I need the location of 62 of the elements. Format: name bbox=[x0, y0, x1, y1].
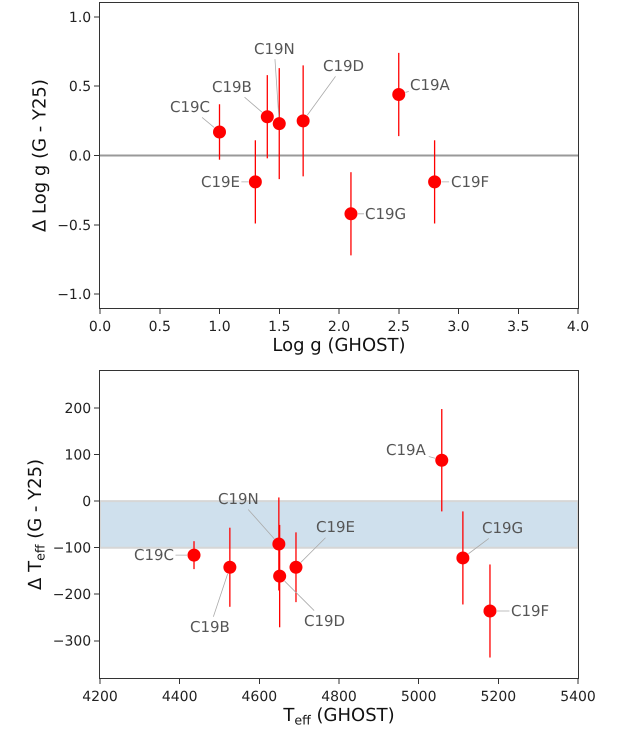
point bbox=[272, 537, 286, 550]
annotation: C19C bbox=[134, 546, 174, 564]
y-tick-label: −100 bbox=[52, 540, 92, 557]
x-tick-label: 1.0 bbox=[208, 318, 231, 335]
annotation: C19B bbox=[212, 78, 252, 96]
y-tick-label: 0.5 bbox=[68, 79, 92, 96]
point bbox=[483, 604, 496, 618]
y-tick-label: −1.0 bbox=[57, 287, 92, 304]
annotation: C19G bbox=[365, 205, 406, 223]
annotation: C19B bbox=[190, 618, 230, 636]
point bbox=[344, 207, 358, 220]
point bbox=[223, 560, 236, 574]
annotation: C19F bbox=[451, 173, 490, 191]
annotation: C19E bbox=[316, 518, 356, 536]
annotation: C19C bbox=[170, 98, 210, 116]
x-tick-label: 4800 bbox=[321, 688, 357, 705]
x-axis-title: T$_{eff}$ (GHOST) bbox=[282, 704, 395, 728]
point bbox=[456, 551, 470, 564]
y-tick-label: 0.0 bbox=[68, 148, 92, 164]
x-tick-label: 0.5 bbox=[148, 318, 171, 335]
y-tick-label: −200 bbox=[52, 587, 92, 604]
y-tick-label: 1.0 bbox=[68, 10, 92, 26]
y-tick-label: −300 bbox=[52, 634, 92, 650]
y-axis-title: Δ Log g (G - Y25) bbox=[29, 79, 50, 232]
x-tick-label: 4200 bbox=[82, 688, 118, 705]
point bbox=[188, 548, 201, 562]
x-tick-label: 4400 bbox=[162, 688, 198, 705]
x-tick-label: 3.0 bbox=[447, 318, 470, 335]
x-tick-label: 5000 bbox=[400, 688, 436, 705]
annotation: C19G bbox=[482, 519, 524, 537]
annotation: C19E bbox=[201, 173, 240, 191]
x-tick-label: 4600 bbox=[242, 688, 278, 705]
x-tick-label: 5200 bbox=[480, 688, 516, 705]
annotation: C19A bbox=[386, 441, 427, 459]
point bbox=[248, 175, 262, 188]
x-axis-title: Log g (GHOST) bbox=[272, 335, 406, 356]
x-tick-label: 2.0 bbox=[328, 318, 350, 335]
y-tick-label: −0.5 bbox=[57, 218, 92, 234]
point bbox=[213, 125, 226, 138]
point bbox=[260, 110, 274, 124]
annotation: C19D bbox=[323, 57, 364, 75]
point bbox=[296, 114, 310, 128]
point bbox=[273, 570, 286, 583]
annotation: C19A bbox=[410, 76, 451, 94]
annotation: C19F bbox=[511, 602, 550, 620]
x-tick-label: 4.0 bbox=[566, 318, 590, 335]
point bbox=[392, 88, 406, 102]
point bbox=[428, 175, 442, 188]
point bbox=[289, 560, 302, 574]
x-tick-label: 3.5 bbox=[507, 318, 530, 335]
x-tick-label: 0.0 bbox=[88, 318, 112, 335]
y-tick-label: 0 bbox=[82, 494, 92, 510]
x-tick-label: 5400 bbox=[560, 688, 596, 705]
point bbox=[435, 454, 448, 467]
y-tick-label: 100 bbox=[64, 448, 92, 464]
annotation: C19D bbox=[304, 612, 346, 630]
annotation: C19N bbox=[218, 490, 259, 508]
annotation: C19N bbox=[254, 40, 295, 58]
y-tick-label: 200 bbox=[64, 401, 92, 418]
x-tick-label: 2.5 bbox=[388, 318, 410, 335]
point bbox=[272, 117, 286, 130]
x-tick-label: 1.5 bbox=[268, 318, 290, 335]
